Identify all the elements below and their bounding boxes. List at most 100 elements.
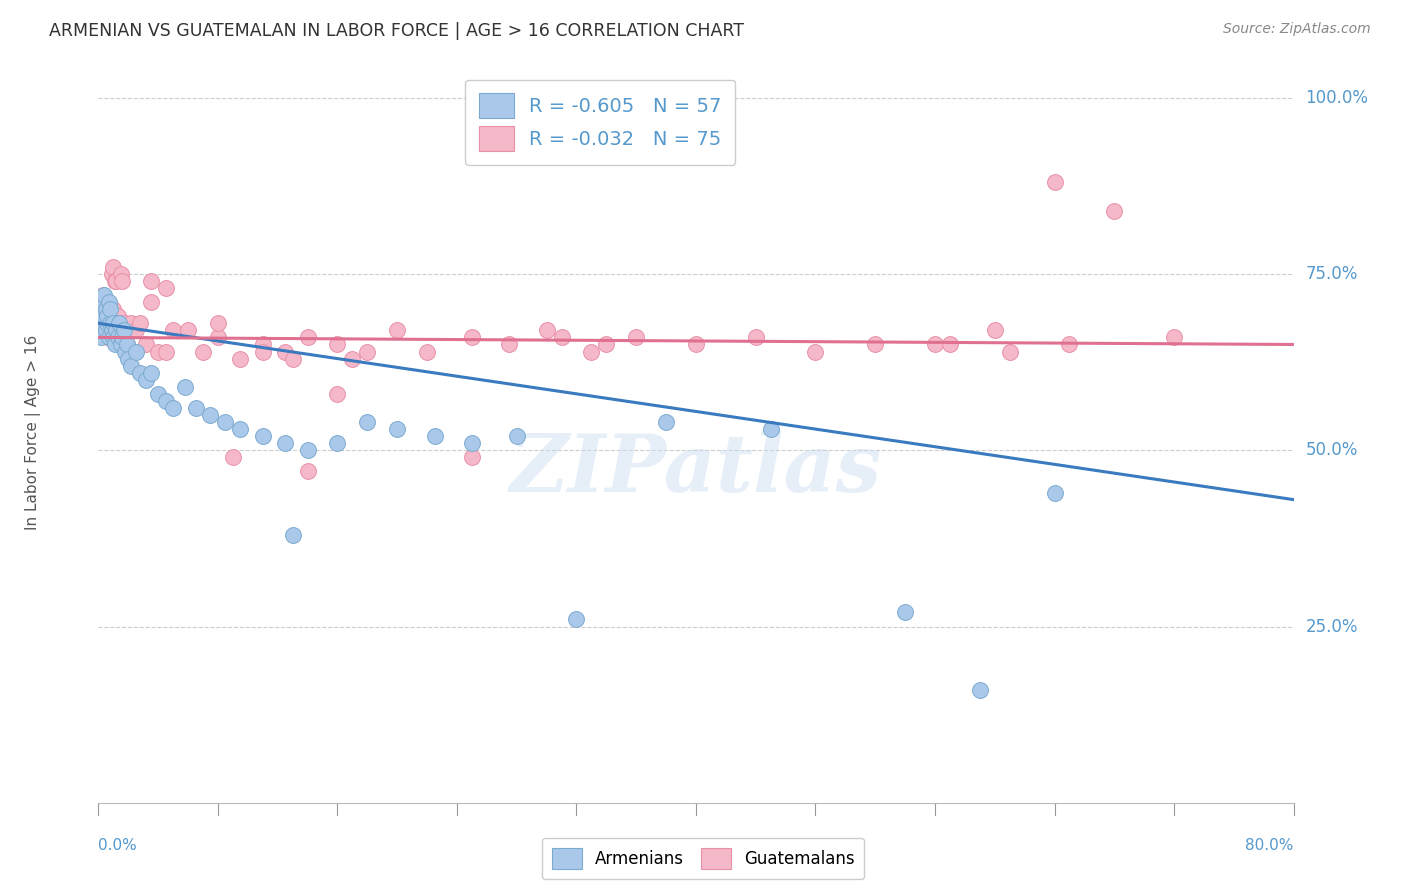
Point bbox=[177, 323, 200, 337]
Point bbox=[112, 323, 135, 337]
Legend: R = -0.605   N = 57, R = -0.032   N = 75: R = -0.605 N = 57, R = -0.032 N = 75 bbox=[465, 79, 735, 164]
Point bbox=[745, 330, 768, 344]
Point bbox=[91, 316, 114, 330]
Point bbox=[103, 260, 125, 274]
Text: 0.0%: 0.0% bbox=[98, 838, 138, 853]
Point bbox=[97, 310, 120, 324]
Point bbox=[91, 288, 114, 302]
Point bbox=[281, 528, 304, 542]
Point bbox=[924, 337, 946, 351]
Point bbox=[423, 429, 446, 443]
Point bbox=[626, 330, 648, 344]
Text: 100.0%: 100.0% bbox=[1306, 88, 1368, 107]
Point bbox=[191, 344, 214, 359]
Point bbox=[94, 316, 117, 330]
Point bbox=[139, 366, 162, 380]
Point bbox=[107, 330, 129, 344]
Point bbox=[385, 422, 409, 436]
Point bbox=[97, 302, 120, 317]
Point bbox=[129, 366, 152, 380]
Point bbox=[101, 267, 124, 281]
Point bbox=[114, 316, 136, 330]
Point bbox=[139, 274, 162, 288]
Point bbox=[1163, 330, 1185, 344]
Point bbox=[342, 351, 364, 366]
Point bbox=[207, 316, 229, 330]
Point bbox=[326, 337, 349, 351]
Point bbox=[97, 330, 120, 344]
Point bbox=[252, 344, 274, 359]
Point bbox=[356, 344, 378, 359]
Point bbox=[91, 295, 114, 310]
Point bbox=[110, 267, 132, 281]
Point bbox=[114, 344, 136, 359]
Point bbox=[461, 330, 484, 344]
Point bbox=[1043, 175, 1066, 189]
Point bbox=[894, 606, 917, 620]
Text: 80.0%: 80.0% bbox=[1246, 838, 1294, 853]
Text: Source: ZipAtlas.com: Source: ZipAtlas.com bbox=[1223, 22, 1371, 37]
Point bbox=[536, 323, 558, 337]
Point bbox=[103, 330, 125, 344]
Point bbox=[135, 373, 157, 387]
Point bbox=[120, 316, 142, 330]
Point bbox=[120, 359, 142, 373]
Point bbox=[461, 450, 484, 465]
Point bbox=[148, 387, 170, 401]
Point bbox=[105, 323, 128, 337]
Point bbox=[94, 323, 117, 337]
Point bbox=[98, 323, 122, 337]
Text: 75.0%: 75.0% bbox=[1306, 265, 1358, 283]
Text: 50.0%: 50.0% bbox=[1306, 442, 1358, 459]
Point bbox=[112, 323, 135, 337]
Point bbox=[97, 295, 120, 310]
Point bbox=[685, 337, 707, 351]
Point bbox=[96, 330, 118, 344]
Point bbox=[105, 274, 128, 288]
Point bbox=[385, 323, 409, 337]
Point bbox=[94, 323, 117, 337]
Point bbox=[98, 316, 122, 330]
Point bbox=[115, 337, 138, 351]
Point bbox=[96, 310, 118, 324]
Point bbox=[125, 344, 148, 359]
Point bbox=[89, 323, 111, 337]
Point bbox=[117, 344, 139, 359]
Point bbox=[200, 408, 222, 422]
Point bbox=[274, 436, 297, 450]
Point bbox=[174, 380, 197, 394]
Point bbox=[565, 612, 588, 626]
Point bbox=[129, 316, 152, 330]
Point bbox=[90, 316, 112, 330]
Point bbox=[111, 330, 134, 344]
Point bbox=[155, 281, 177, 295]
Point bbox=[550, 330, 572, 344]
Point bbox=[108, 316, 131, 330]
Text: In Labor Force | Age > 16: In Labor Force | Age > 16 bbox=[25, 335, 41, 530]
Point bbox=[91, 295, 114, 310]
Text: ARMENIAN VS GUATEMALAN IN LABOR FORCE | AGE > 16 CORRELATION CHART: ARMENIAN VS GUATEMALAN IN LABOR FORCE | … bbox=[49, 22, 744, 40]
Point bbox=[103, 316, 125, 330]
Point bbox=[93, 310, 115, 324]
Point bbox=[96, 316, 118, 330]
Point bbox=[98, 316, 122, 330]
Point bbox=[148, 344, 170, 359]
Point bbox=[1059, 337, 1081, 351]
Point bbox=[96, 316, 118, 330]
Point bbox=[229, 351, 252, 366]
Point bbox=[326, 436, 349, 450]
Point bbox=[356, 415, 378, 429]
Point bbox=[281, 351, 304, 366]
Point bbox=[865, 337, 887, 351]
Point bbox=[498, 337, 520, 351]
Point bbox=[139, 295, 162, 310]
Point bbox=[125, 323, 148, 337]
Point bbox=[759, 422, 782, 436]
Point bbox=[222, 450, 245, 465]
Point bbox=[1043, 485, 1066, 500]
Point bbox=[297, 330, 319, 344]
Point bbox=[595, 337, 617, 351]
Point bbox=[93, 288, 115, 302]
Point bbox=[297, 464, 319, 478]
Point bbox=[104, 274, 127, 288]
